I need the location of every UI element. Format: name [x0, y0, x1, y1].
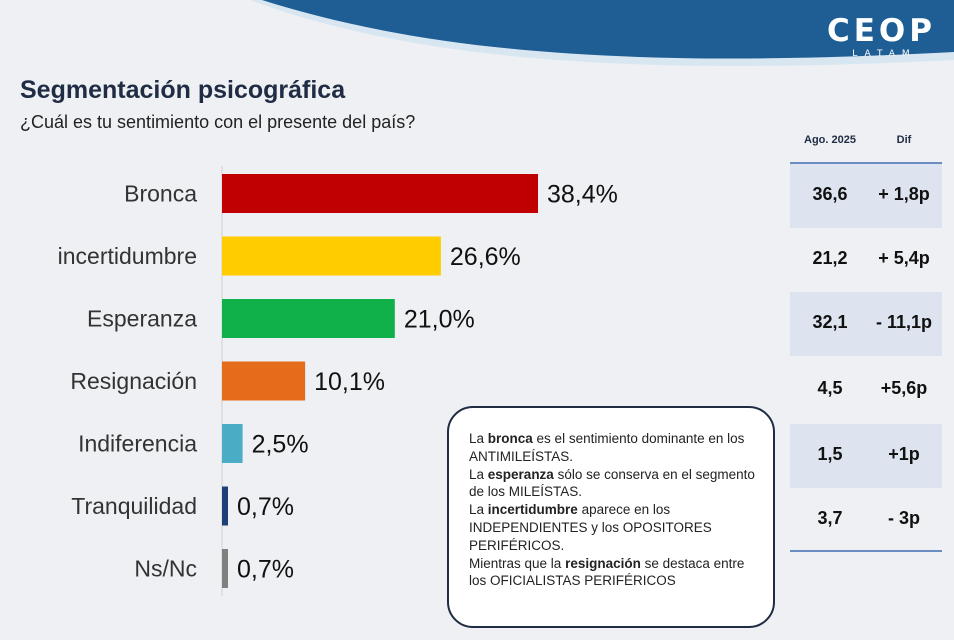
- note-highlight: esperanza: [487, 466, 554, 482]
- comparison-value: 1,5: [817, 444, 843, 464]
- comparison-value: 32,1: [812, 312, 848, 332]
- note-text: aparece en los INDEPENDIENTES y los OPOS…: [469, 502, 712, 553]
- comparison-dif: +5,6p: [880, 378, 928, 398]
- comparison-value: 4,5: [817, 378, 843, 398]
- comparison-dif: +1p: [888, 444, 920, 464]
- bar-esperanza: [222, 299, 395, 338]
- bar-incertidumbre: [222, 236, 441, 276]
- bar-resignaci-n: [222, 361, 306, 401]
- page-title: Segmentación psicográfica: [20, 76, 346, 104]
- comparison-row: 36,6 + 1,8p: [790, 164, 942, 228]
- comparison-row: 4,5 +5,6p: [790, 358, 942, 422]
- comparison-dif: - 11,1p: [875, 312, 933, 332]
- logo-sub-text: LATAM: [852, 49, 917, 59]
- comparison-dif: + 1,8p: [878, 184, 930, 204]
- note-text: La: [469, 431, 488, 446]
- bar-tranquilidad: [222, 486, 228, 526]
- note-paragraph: La esperanza sólo se conserva en el segm…: [469, 466, 759, 502]
- note-paragraph: La incertidumbre aparece en los INDEPEND…: [469, 501, 759, 554]
- category-label: Ns/Nc: [134, 556, 197, 582]
- comparison-top-line: [790, 162, 942, 164]
- comparison-value: 36,6: [812, 184, 848, 204]
- note-text: se destaca entre los OFICIALISTAS PERIFÉ…: [469, 555, 745, 589]
- ceop-logo: CEOP LATAM: [827, 14, 936, 60]
- header-wave: [250, 0, 954, 67]
- comparison-row: 32,1 - 11,1p: [790, 292, 942, 356]
- category-label: Bronca: [124, 181, 197, 207]
- note-paragraph: La bronca es el sentimiento dominante en…: [469, 430, 759, 466]
- comparison-header-dif: Dif: [896, 134, 912, 146]
- value-label: 0,7%: [237, 493, 294, 521]
- comparison-value: 3,7: [817, 508, 843, 528]
- insight-note-box: La bronca es el sentimiento dominante en…: [447, 406, 775, 628]
- value-label: 38,4%: [547, 181, 618, 209]
- category-label: Resignación: [70, 368, 197, 394]
- comparison-dif: + 5,4p: [878, 248, 930, 268]
- value-label: 0,7%: [237, 556, 294, 584]
- comparison-header-date: Ago. 2025: [804, 134, 856, 146]
- comparison-bottom-line: [790, 550, 942, 552]
- note-paragraph: Mientras que la resignación se destaca e…: [469, 555, 759, 591]
- note-text: La: [469, 466, 488, 482]
- logo-main-text: CEOP: [827, 13, 936, 49]
- comparison-row: 1,5 +1p: [790, 424, 942, 488]
- comparison-dif: - 3p: [887, 508, 920, 528]
- category-label: Tranquilidad: [71, 493, 197, 519]
- comparison-value: 21,2: [812, 248, 848, 268]
- bar-ns-nc: [222, 549, 228, 588]
- value-label: 10,1%: [314, 368, 385, 396]
- note-text: es el sentimiento dominante en los ANTIM…: [469, 431, 745, 464]
- value-label: 26,6%: [450, 243, 521, 271]
- bar-indiferencia: [222, 424, 243, 463]
- note-text: Mientras que la: [469, 555, 566, 571]
- value-label: 2,5%: [252, 431, 309, 459]
- category-label: Indiferencia: [78, 431, 197, 457]
- note-text: sólo se conserva en el segmento de los M…: [469, 466, 755, 500]
- bar-bronca: [222, 174, 538, 213]
- category-label: Esperanza: [87, 306, 197, 332]
- note-highlight: incertidumbre: [487, 502, 578, 518]
- page-subtitle: ¿Cuál es tu sentimiento con el presente …: [20, 112, 416, 132]
- comparison-row: 3,7 - 3p: [790, 488, 942, 552]
- note-highlight: resignación: [565, 555, 641, 571]
- note-text: La: [469, 502, 488, 518]
- note-highlight: bronca: [487, 431, 533, 446]
- comparison-row: 21,2 + 5,4p: [790, 228, 942, 292]
- category-label: incertidumbre: [58, 243, 197, 269]
- value-label: 21,0%: [404, 306, 475, 334]
